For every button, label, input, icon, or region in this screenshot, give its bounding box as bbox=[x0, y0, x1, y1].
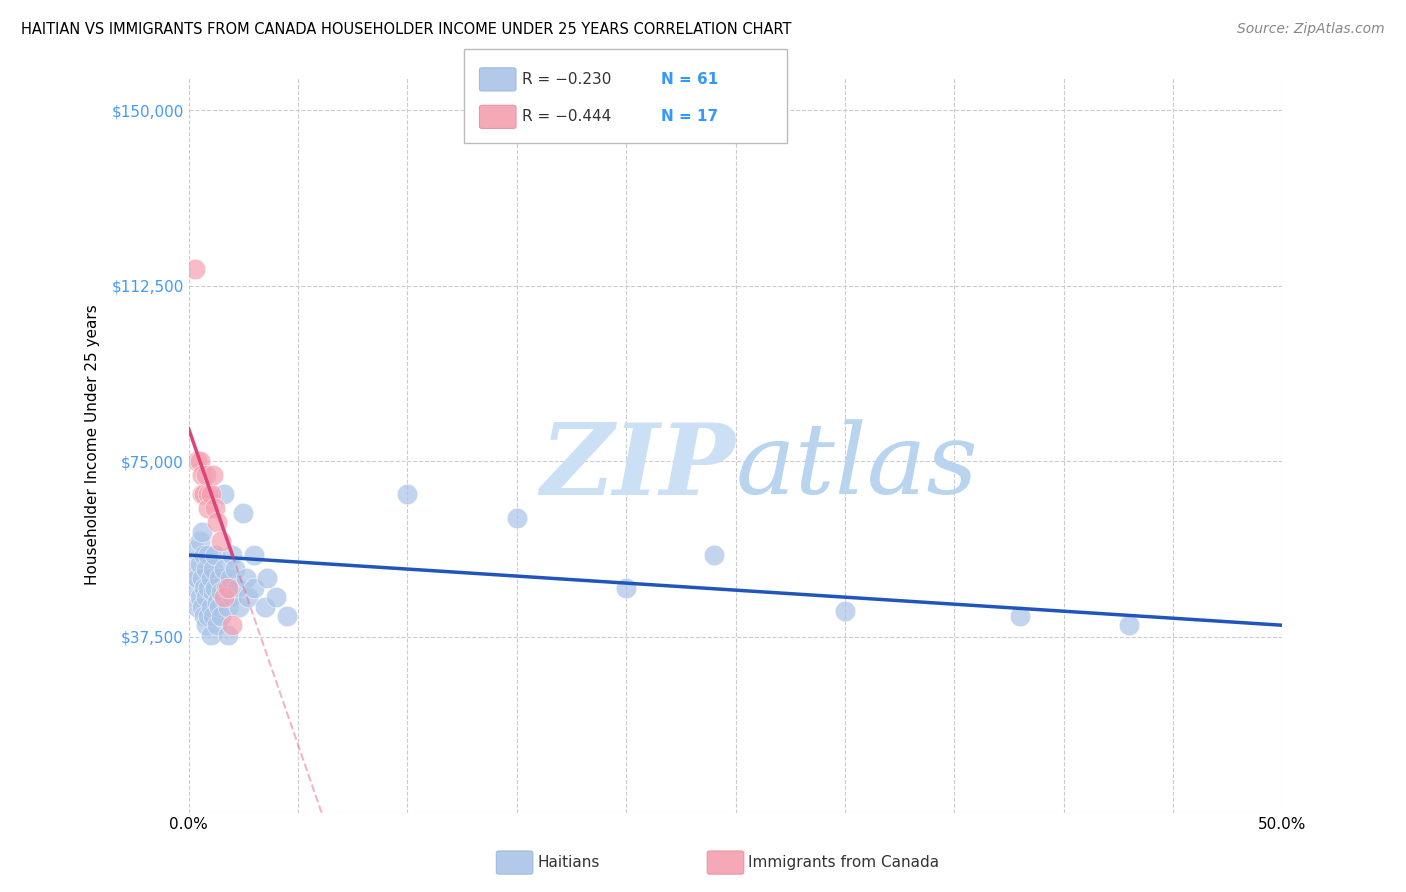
Y-axis label: Householder Income Under 25 years: Householder Income Under 25 years bbox=[86, 304, 100, 585]
Point bbox=[217, 581, 239, 595]
Point bbox=[243, 581, 266, 595]
Text: R = −0.230: R = −0.230 bbox=[522, 72, 612, 87]
Point bbox=[225, 581, 247, 595]
Point bbox=[215, 581, 238, 595]
Point bbox=[228, 599, 250, 614]
Text: Source: ZipAtlas.com: Source: ZipAtlas.com bbox=[1237, 22, 1385, 37]
Text: ZIP: ZIP bbox=[540, 418, 735, 516]
Point bbox=[197, 487, 219, 501]
Point bbox=[211, 533, 233, 548]
Point bbox=[195, 618, 218, 632]
Text: N = 17: N = 17 bbox=[661, 110, 718, 124]
Point bbox=[201, 468, 224, 483]
Point bbox=[193, 487, 215, 501]
Text: R = −0.444: R = −0.444 bbox=[522, 110, 610, 124]
Point bbox=[195, 468, 218, 483]
Point bbox=[191, 599, 214, 614]
Point bbox=[236, 590, 259, 604]
Point bbox=[204, 501, 226, 516]
Point bbox=[212, 590, 235, 604]
Point bbox=[188, 558, 211, 572]
Point bbox=[186, 454, 208, 468]
Point bbox=[506, 510, 529, 524]
Text: atlas: atlas bbox=[735, 419, 979, 515]
Point bbox=[200, 627, 222, 641]
Point bbox=[205, 618, 228, 632]
Point bbox=[211, 585, 233, 599]
Point bbox=[243, 548, 266, 562]
Point bbox=[221, 618, 243, 632]
Point bbox=[200, 487, 222, 501]
Point bbox=[188, 533, 211, 548]
Point bbox=[191, 524, 214, 539]
Point bbox=[188, 590, 211, 604]
Point bbox=[191, 571, 214, 585]
Point bbox=[201, 585, 224, 599]
Point bbox=[217, 599, 239, 614]
Point bbox=[195, 562, 218, 576]
Point bbox=[193, 608, 215, 623]
Point bbox=[191, 487, 214, 501]
Text: HAITIAN VS IMMIGRANTS FROM CANADA HOUSEHOLDER INCOME UNDER 25 YEARS CORRELATION : HAITIAN VS IMMIGRANTS FROM CANADA HOUSEH… bbox=[21, 22, 792, 37]
Point bbox=[212, 487, 235, 501]
Point bbox=[211, 608, 233, 623]
Point bbox=[217, 627, 239, 641]
Point bbox=[184, 543, 207, 558]
Point bbox=[181, 562, 204, 576]
Text: Immigrants from Canada: Immigrants from Canada bbox=[748, 855, 939, 870]
Point bbox=[254, 599, 277, 614]
Point bbox=[614, 581, 637, 595]
Point bbox=[184, 262, 207, 277]
Point bbox=[219, 571, 242, 585]
Point bbox=[205, 515, 228, 529]
Point bbox=[201, 608, 224, 623]
Point bbox=[200, 599, 222, 614]
Point bbox=[204, 581, 226, 595]
Point bbox=[197, 581, 219, 595]
Point bbox=[188, 454, 211, 468]
Point bbox=[193, 581, 215, 595]
Point bbox=[221, 590, 243, 604]
Point bbox=[200, 571, 222, 585]
Point bbox=[184, 581, 207, 595]
Point bbox=[396, 487, 419, 501]
Point bbox=[264, 590, 287, 604]
Point bbox=[1008, 608, 1031, 623]
Point bbox=[197, 548, 219, 562]
Point bbox=[197, 501, 219, 516]
Point bbox=[1118, 618, 1140, 632]
Point bbox=[834, 604, 856, 618]
Point bbox=[221, 548, 243, 562]
Point bbox=[205, 595, 228, 609]
Point bbox=[276, 608, 298, 623]
Point bbox=[186, 571, 208, 585]
Point bbox=[212, 562, 235, 576]
Point bbox=[193, 548, 215, 562]
Point bbox=[256, 571, 278, 585]
Point bbox=[208, 571, 231, 585]
Text: N = 61: N = 61 bbox=[661, 72, 718, 87]
Point bbox=[224, 562, 246, 576]
Point bbox=[235, 571, 257, 585]
Point bbox=[204, 548, 226, 562]
Point bbox=[201, 562, 224, 576]
Point bbox=[197, 608, 219, 623]
Point bbox=[232, 506, 254, 520]
Point bbox=[208, 599, 231, 614]
Point bbox=[186, 599, 208, 614]
Point bbox=[195, 590, 218, 604]
Text: Haitians: Haitians bbox=[537, 855, 599, 870]
Point bbox=[703, 548, 725, 562]
Point bbox=[191, 468, 214, 483]
